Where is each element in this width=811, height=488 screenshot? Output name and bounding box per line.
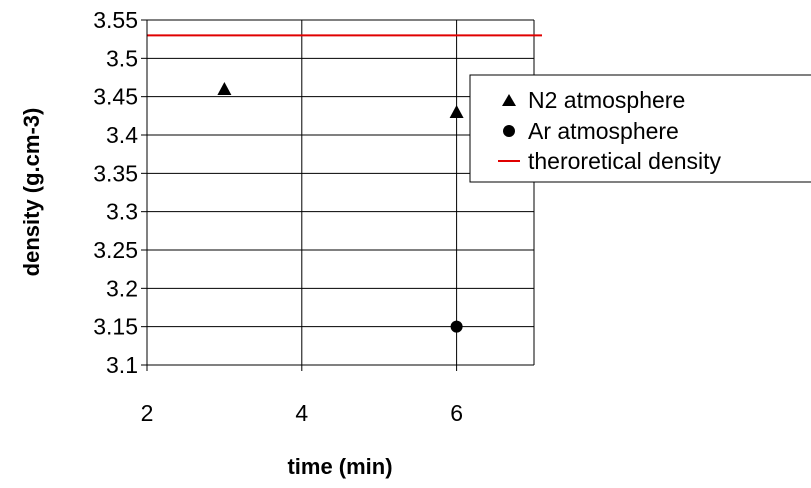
y-tick-label: 3.45 [93,84,138,110]
y-axis-title: density (g.cm-3) [19,108,44,277]
legend-label-n2: N2 atmosphere [528,87,685,113]
legend-label-ar: Ar atmosphere [528,118,679,144]
n2-data-point [449,105,464,118]
data-points [217,82,464,333]
x-axis-title: time (min) [287,454,392,479]
y-tick-label: 3.2 [106,275,138,301]
x-tick-label: 6 [450,400,463,426]
y-tick-label: 3.55 [93,7,138,33]
y-tick-label: 3.3 [106,199,138,225]
legend-box [469,74,811,183]
grid [147,19,535,366]
axes [141,19,534,371]
y-tick-label: 3.4 [106,122,138,148]
legend-label-theoretical: theroretical density [528,148,722,174]
n2-data-point [217,82,232,95]
x-tick-label: 4 [295,400,308,426]
y-tick-labels: 3.1 3.15 3.2 3.25 3.3 3.35 3.4 3.45 3.5 3.55 [93,7,138,378]
y-tick-label: 3.1 [106,352,138,378]
legend-marker-ar-circle [503,125,515,137]
legend: N2 atmosphere Ar atmosphere theroretical… [469,74,811,183]
x-tick-labels: 2 4 6 [141,400,463,426]
y-tick-label: 3.5 [106,45,138,71]
ar-data-point [450,320,463,333]
y-tick-label: 3.35 [93,160,138,186]
x-tick-label: 2 [141,400,154,426]
y-tick-label: 3.15 [93,314,138,340]
legend-marker-n2-triangle [502,94,516,106]
y-tick-label: 3.25 [93,237,138,263]
